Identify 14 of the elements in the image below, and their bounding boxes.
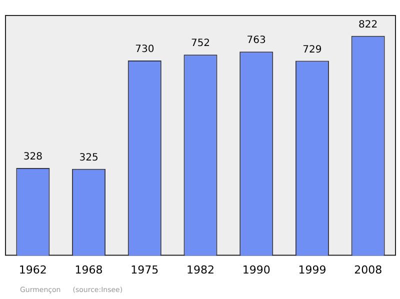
data-label: 328 xyxy=(23,152,42,163)
x-tick-label: 1962 xyxy=(18,263,47,276)
data-label: 763 xyxy=(246,35,266,46)
data-label: 730 xyxy=(135,44,154,56)
x-tick-label: 1999 xyxy=(298,263,326,276)
data-label: 729 xyxy=(302,44,322,56)
x-tick-label: 1968 xyxy=(74,263,103,276)
data-label: 822 xyxy=(358,19,378,30)
x-tick-label: 2008 xyxy=(354,263,382,276)
x-tick-label: 1975 xyxy=(130,263,159,276)
x-tick-label: 1982 xyxy=(186,263,214,276)
data-label: 752 xyxy=(190,38,210,50)
data-label: 325 xyxy=(79,152,98,164)
x-tick-label: 1990 xyxy=(242,263,270,276)
